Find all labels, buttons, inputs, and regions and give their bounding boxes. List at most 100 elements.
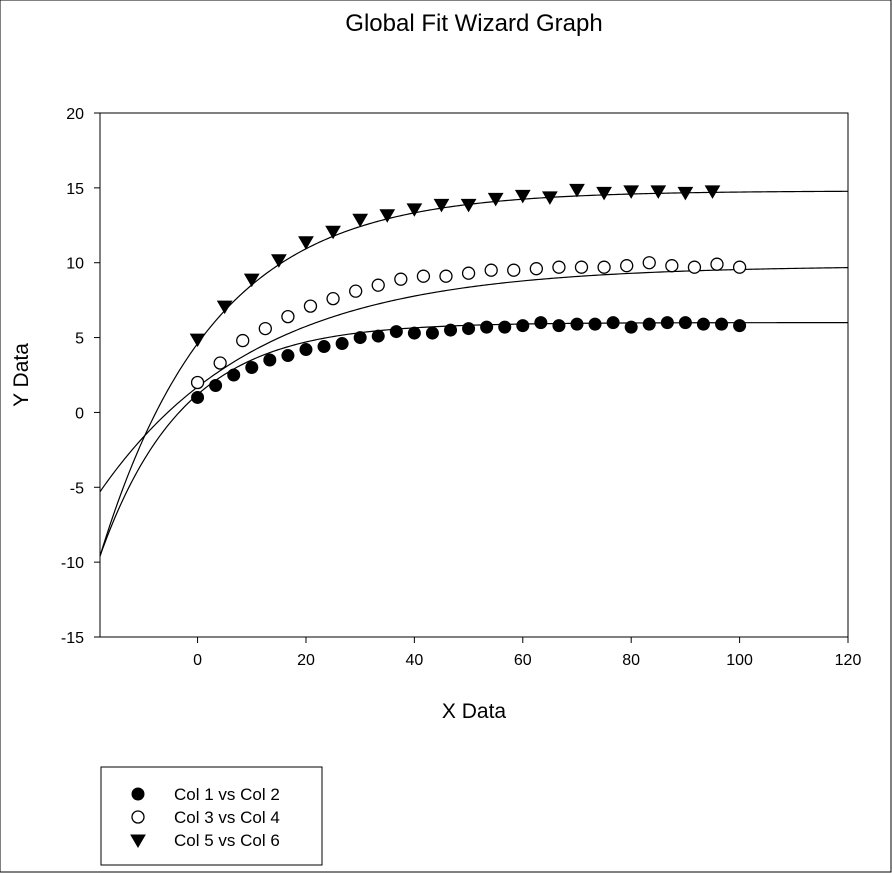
x-tick-label: 60	[514, 652, 532, 669]
x-tick-label: 40	[405, 652, 423, 669]
data-point-series-1	[552, 319, 566, 333]
data-point-series-2	[687, 260, 702, 274]
data-point-series-3	[243, 273, 260, 288]
y-tick-label: -10	[61, 555, 84, 572]
data-point-series-1	[570, 317, 584, 331]
data-point-series-3	[189, 333, 206, 348]
data-point-series-3	[487, 192, 504, 207]
data-point-series-2	[349, 284, 363, 298]
data-point-series-1	[696, 317, 710, 331]
data-point-series-1	[263, 353, 277, 367]
data-point-series-1	[516, 319, 530, 333]
data-point-series-2	[574, 260, 589, 274]
legend-label-col3-col4: Col 3 vs Col 4	[174, 808, 280, 827]
data-point-series-1	[227, 368, 241, 382]
legend-symbol-series-2	[131, 810, 145, 824]
legend-label-col5-col6: Col 5 vs Col 6	[174, 831, 280, 850]
data-point-series-2	[416, 269, 431, 283]
data-point-series-1	[498, 320, 512, 334]
data-point-series-1	[444, 323, 458, 337]
data-point-series-1	[588, 317, 602, 331]
legend-label-col1-col2: Col 1 vs Col 2	[174, 785, 280, 804]
plot-frame	[99, 112, 849, 638]
data-point-series-2	[190, 375, 205, 390]
data-point-series-2	[665, 259, 679, 273]
x-tick-label: 100	[726, 652, 753, 669]
data-markers	[189, 183, 747, 404]
data-point-series-3	[406, 203, 423, 217]
x-tick-label: 20	[297, 652, 315, 669]
data-point-series-1	[191, 390, 205, 404]
legend-symbol-series-3	[130, 834, 146, 848]
data-point-series-3	[433, 198, 450, 213]
data-point-series-1	[299, 343, 313, 357]
data-point-series-1	[660, 316, 674, 330]
data-point-series-1	[335, 337, 349, 351]
axis-ticks: 0 20 40 60 80 100 120 -15 -10 -5 0 5 10 15 20	[61, 106, 862, 669]
data-point-series-1	[353, 331, 367, 345]
data-point-series-2	[597, 260, 611, 274]
y-axis-label: Y Data	[10, 343, 33, 407]
legend-symbol-series-1	[131, 787, 145, 801]
data-point-series-2	[507, 263, 521, 277]
data-point-series-2	[281, 309, 295, 324]
x-tick-label: 120	[835, 652, 862, 669]
y-tick-label: -5	[70, 480, 84, 497]
data-point-series-3	[514, 189, 531, 204]
data-point-series-1	[281, 349, 295, 363]
data-point-series-2	[326, 291, 340, 306]
data-point-series-1	[678, 316, 692, 330]
data-point-series-1	[642, 317, 656, 331]
data-point-series-3	[352, 213, 369, 228]
data-point-series-2	[461, 266, 476, 280]
data-point-series-2	[484, 263, 498, 277]
data-point-series-1	[733, 319, 747, 333]
data-point-series-3	[677, 186, 694, 201]
data-point-series-1	[534, 316, 548, 330]
data-point-series-3	[216, 300, 233, 315]
data-point-series-2	[303, 299, 318, 313]
data-point-series-1	[606, 316, 620, 330]
legend: Col 1 vs Col 2 Col 3 vs Col 4 Col 5 vs C…	[100, 766, 323, 866]
y-tick-label: 10	[66, 256, 84, 273]
data-point-series-1	[371, 329, 385, 343]
data-point-series-1	[425, 326, 439, 340]
data-point-series-1	[462, 322, 476, 336]
data-point-series-3	[596, 186, 612, 201]
data-point-series-2	[620, 259, 634, 273]
y-tick-label: 20	[66, 106, 84, 123]
data-point-series-2	[394, 272, 408, 286]
data-point-series-3	[325, 225, 341, 240]
data-point-series-1	[624, 320, 638, 334]
y-tick-label: -15	[61, 630, 84, 647]
data-point-series-3	[650, 185, 667, 199]
data-point-series-3	[704, 185, 721, 199]
y-tick-label: 0	[75, 405, 84, 422]
data-point-series-3	[379, 209, 396, 223]
x-tick-label: 80	[622, 652, 640, 669]
data-point-series-1	[389, 325, 403, 339]
data-point-series-1	[407, 326, 421, 340]
data-point-series-2	[552, 260, 566, 274]
data-point-series-3	[298, 236, 314, 250]
data-point-series-2	[642, 256, 656, 270]
data-point-series-2	[439, 269, 453, 283]
data-point-series-2	[258, 321, 272, 336]
data-point-series-1	[715, 317, 729, 331]
x-tick-label: 0	[193, 652, 202, 669]
data-point-series-1	[209, 378, 223, 392]
data-point-series-2	[529, 262, 543, 276]
data-point-series-3	[460, 198, 477, 213]
data-point-series-3	[542, 191, 558, 205]
data-point-series-3	[623, 185, 640, 199]
data-point-series-2	[732, 260, 747, 274]
y-tick-label: 15	[66, 181, 84, 198]
chart-title: Global Fit Wizard Graph	[345, 10, 602, 37]
data-point-series-1	[317, 340, 331, 354]
data-point-series-2	[236, 333, 250, 348]
data-point-series-2	[710, 257, 724, 271]
data-point-series-2	[371, 278, 385, 292]
